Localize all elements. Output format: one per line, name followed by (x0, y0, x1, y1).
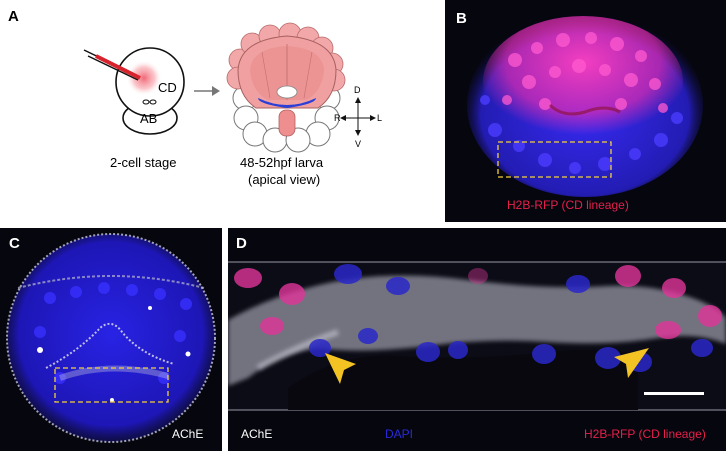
larva-label-line1: 48-52hpf larva (240, 155, 324, 170)
panel-label-b: B (456, 10, 467, 27)
axis-label-right: R (334, 113, 341, 123)
region-of-interest-box (54, 367, 169, 403)
scale-bar (644, 392, 704, 395)
two-cell-embryo-diagram (83, 47, 185, 135)
axis-label-dorsal: D (354, 85, 361, 95)
cd-cell-label: CD (158, 80, 177, 95)
ab-cell-label: AB (140, 111, 158, 126)
panel-d-ache-label: AChE (241, 427, 273, 441)
panel-d-micrograph (228, 228, 726, 451)
panel-c-channel-label: AChE (172, 427, 204, 441)
region-of-interest-box (497, 141, 612, 178)
injection-glow (126, 60, 162, 96)
arrowhead-right (614, 348, 649, 378)
panel-label-d: D (236, 235, 247, 252)
panel-label-c: C (9, 235, 20, 252)
arrowhead-left (325, 353, 356, 384)
axis-cross (340, 97, 376, 136)
panel-b-channel-label: H2B-RFP (CD lineage) (507, 198, 629, 212)
axis-label-ventral: V (355, 139, 362, 149)
larva-label-line2: (apical view) (248, 172, 321, 187)
panel-d-rfp-label: H2B-RFP (CD lineage) (584, 427, 706, 441)
progression-arrow (194, 86, 220, 96)
panel-d-dapi-label: DAPI (385, 427, 414, 441)
panel-c-micrograph (0, 228, 222, 451)
panel-label-a: A (8, 8, 19, 25)
larva-apical-diagram (226, 22, 346, 153)
panel-a-schematic (83, 22, 376, 153)
panel-b-micrograph (445, 0, 726, 222)
axis-label-left: L (377, 113, 383, 123)
two-cell-stage-label: 2-cell stage (110, 155, 177, 170)
